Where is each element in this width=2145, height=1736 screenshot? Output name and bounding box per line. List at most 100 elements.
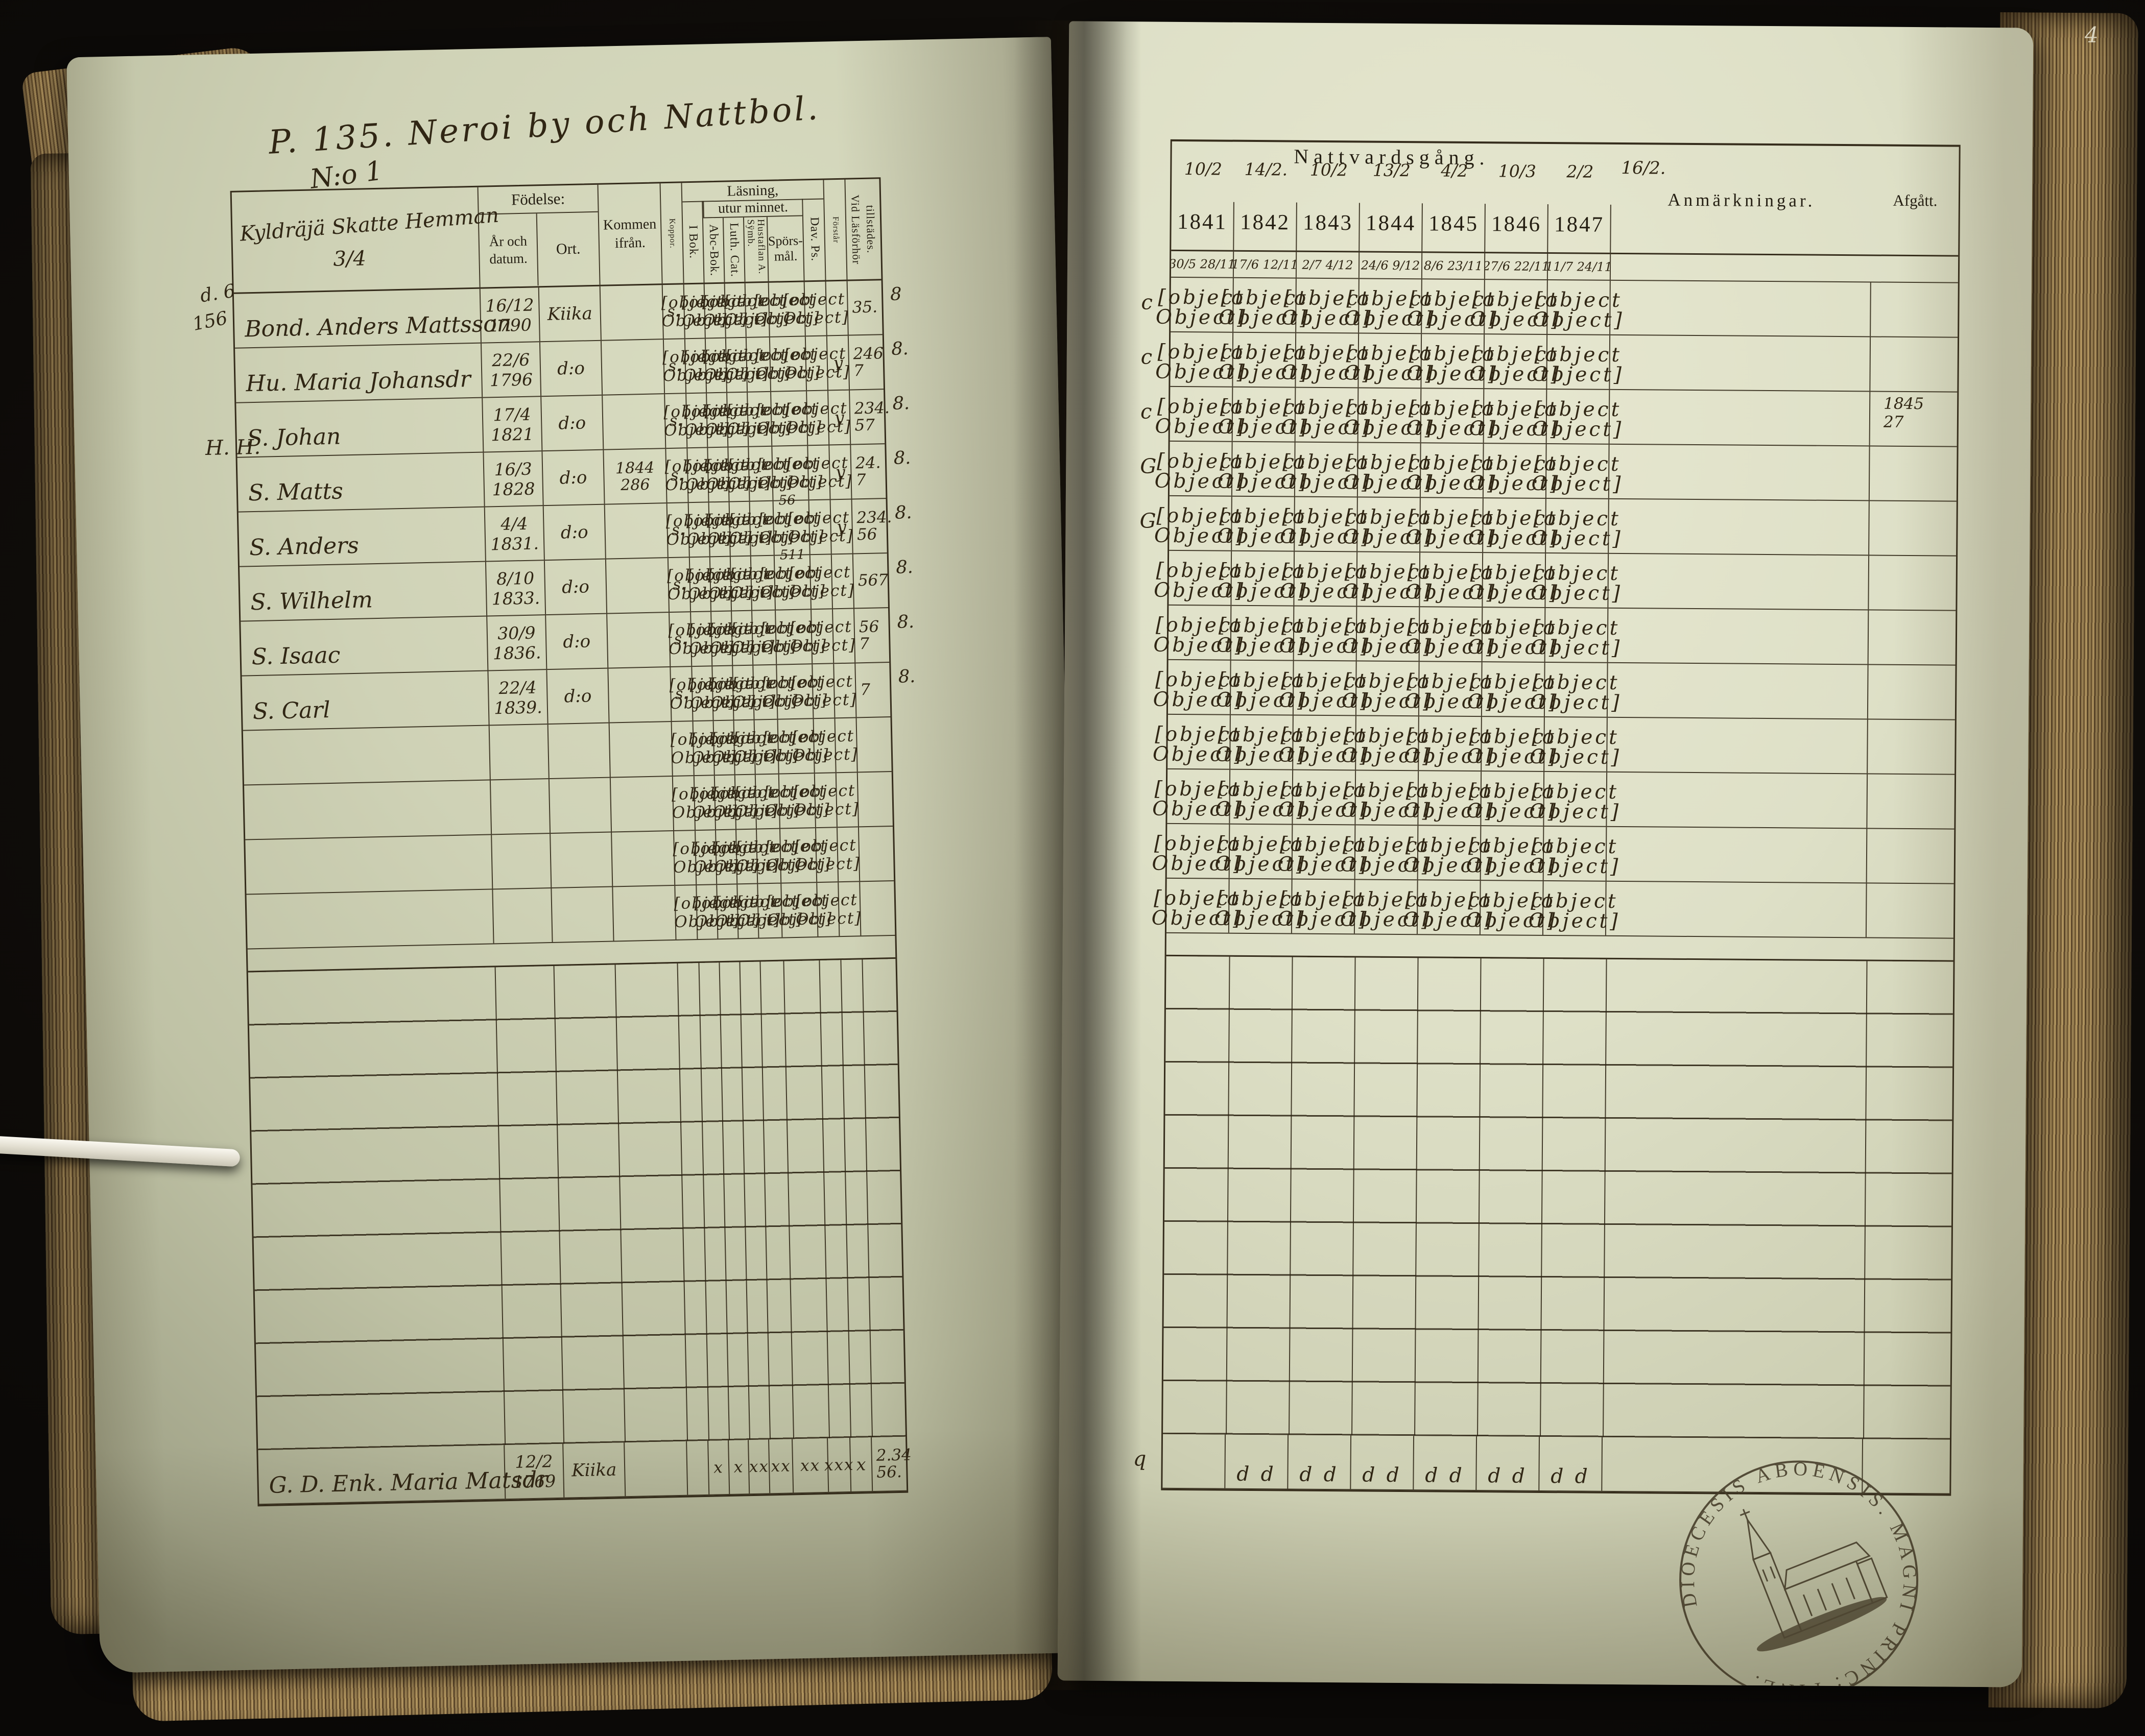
departed-value bbox=[1868, 665, 1956, 719]
memory-label: utur minnet. bbox=[703, 199, 803, 219]
communion-mark: [object Object] bbox=[1529, 826, 1620, 881]
gutter-mark: q bbox=[1133, 1447, 1147, 1471]
communion-row: [object Object] [object Object] [object Ob… bbox=[1154, 550, 1957, 611]
birth-place: d:o bbox=[542, 450, 605, 505]
birth-date: 16/3 1828 bbox=[484, 451, 544, 507]
birth-date bbox=[490, 779, 551, 834]
attendance-header-cell: Vid Läsförhör tillstädes. bbox=[845, 179, 881, 279]
departed-value: 1845 27 bbox=[1883, 394, 1924, 431]
attendance-line1: 567 bbox=[857, 571, 889, 590]
year-date-pair: 2/7 4/12 bbox=[1296, 252, 1360, 278]
person-name bbox=[244, 780, 492, 839]
departed-value bbox=[1869, 556, 1956, 610]
col-hust-label: Hustaflan A. Sÿmb. bbox=[745, 219, 768, 275]
birth-place: d:o bbox=[544, 559, 608, 615]
attendance-line1: 56 7 bbox=[859, 617, 879, 653]
person-name bbox=[243, 726, 491, 785]
understands-mark bbox=[831, 554, 854, 609]
departed-value bbox=[1868, 719, 1955, 774]
attendance-numbers bbox=[857, 717, 892, 771]
communion-row: [object Object] [object Object] [object Ob… bbox=[1153, 660, 1956, 720]
communion-table-header: Nattvardsgång. 10/2 14/2. 10/2 13/2 4/2 10/3 2… bbox=[1171, 141, 1959, 257]
gutter-mark: c bbox=[1140, 400, 1152, 424]
communion-mark: d d bbox=[1225, 1434, 1289, 1489]
understands-mark bbox=[826, 281, 849, 335]
communion-row: c [object Object] [object Object] [object … bbox=[1141, 332, 1958, 393]
departed-label: Afgått. bbox=[1893, 191, 1938, 210]
church-illustration bbox=[1739, 1509, 1888, 1652]
household-header-cell: Kyldräjä Skatte Hemman 3/4 bbox=[231, 187, 499, 293]
small-note: 511 bbox=[779, 547, 805, 563]
communion-table: Nattvardsgång. 10/2 14/2. 10/2 13/2 4/2 10/3 2… bbox=[1133, 139, 1961, 1496]
communion-mark: [object Object] bbox=[1530, 662, 1622, 717]
remark-cell bbox=[1606, 827, 1868, 883]
year-date-pair: 17/6 12/11 bbox=[1233, 251, 1297, 278]
come-from-value bbox=[607, 613, 671, 668]
reading-marks: [object Object] [object Object] [object Ob… bbox=[665, 500, 854, 557]
attendance-line2: 56 bbox=[856, 525, 877, 544]
birth-place bbox=[552, 887, 614, 942]
attendance-line1: 35. bbox=[852, 298, 878, 317]
remark-cell bbox=[1609, 390, 1871, 446]
communion-cells: [object Object] [object Object] [object Ob… bbox=[1154, 550, 1623, 608]
corner-page-number: 4 bbox=[2085, 22, 2099, 47]
communion-mark: [object Object] bbox=[1533, 280, 1625, 334]
col-ibok-label: I Bok. bbox=[686, 225, 701, 259]
reading-mark: xx bbox=[749, 1439, 771, 1494]
year-date-pair: 8/6 23/11 bbox=[1422, 253, 1486, 279]
right-page: Nattvardsgång. 10/2 14/2. 10/2 13/2 4/2 10/3 2… bbox=[1057, 21, 2034, 1687]
understands-mark bbox=[839, 882, 862, 936]
communion-mark: [object Object] bbox=[1531, 553, 1623, 608]
estate-fraction: 3/4 bbox=[332, 247, 367, 271]
communion-mark: d d bbox=[1351, 1435, 1415, 1490]
birth-place: d:o bbox=[547, 668, 610, 724]
remark-cell bbox=[1608, 608, 1869, 664]
reading-marks: [object Object] [object Object] [object Ob… bbox=[662, 336, 851, 393]
margin-eight-mark: 8. bbox=[891, 339, 909, 359]
birth-date: 16/12 1790 bbox=[480, 287, 540, 343]
smallpox-mark bbox=[687, 1440, 710, 1495]
birth-date bbox=[489, 725, 550, 780]
communion-cells: [object Object] [object Object] [object Ob… bbox=[1155, 387, 1624, 444]
pairs-filler bbox=[1611, 254, 1958, 282]
reading-mark: [object Object] bbox=[786, 453, 853, 492]
communion-cells: [object Object] [object Object] [object Ob… bbox=[1154, 496, 1623, 553]
reading-marks: x x xx xx xx xxx bbox=[708, 1437, 854, 1494]
reading-mark: [object Object] bbox=[793, 781, 860, 819]
communion-top-dates: 10/2 14/2. 10/2 13/2 4/2 10/3 2/2 bbox=[1172, 159, 1611, 182]
attendance-line1: 24. bbox=[855, 453, 881, 473]
reading-mark: [object Object] bbox=[784, 399, 852, 437]
communion-cells: [object Object] [object Object] [object Ob… bbox=[1152, 769, 1621, 826]
communion-cells: [object Object] [object Object] [object Ob… bbox=[1153, 660, 1622, 717]
year-label: 1845 bbox=[1422, 203, 1486, 252]
birth-date bbox=[493, 888, 553, 944]
year-label: 1843 bbox=[1297, 202, 1360, 251]
birth-place: Kiika bbox=[563, 1442, 626, 1498]
col-abc-label: Abc-Bok. bbox=[706, 224, 721, 277]
margin-eight-mark: 8 bbox=[890, 284, 902, 305]
communion-date: 4/2 bbox=[1441, 160, 1468, 181]
attendance-label-1: Vid Läsförhör bbox=[849, 194, 863, 264]
birth-date: 22/4 1839. bbox=[488, 670, 549, 725]
col-dav: Dav. Ps. bbox=[803, 199, 826, 281]
reading-marks: [object Object] [object Object] [object Ob… bbox=[669, 664, 857, 721]
gutter-mark: c bbox=[1141, 291, 1153, 315]
birth-place: Kiika bbox=[539, 286, 602, 342]
communion-row: [object Object] [object Object] [object Ob… bbox=[1152, 769, 1955, 830]
attendance-label-2: tillstädes. bbox=[864, 205, 878, 254]
year-label: 1847 bbox=[1548, 204, 1611, 253]
extra-date: 16/2. bbox=[1621, 158, 1666, 179]
year-date-pair: 24/6 9/12 bbox=[1359, 252, 1423, 279]
person-name: Bond. Anders Mattsson bbox=[233, 288, 512, 348]
communion-mark: [object Object] bbox=[1529, 881, 1620, 935]
reading-mark: x bbox=[708, 1440, 730, 1494]
attendance-numbers bbox=[858, 772, 893, 826]
attendance-numbers: 234. 57 bbox=[850, 390, 890, 444]
col-ibok: I Bok. bbox=[682, 201, 705, 283]
margin-eight-mark: 8. bbox=[895, 557, 914, 578]
reading-mark: [object Object] bbox=[783, 344, 851, 382]
person-name bbox=[245, 835, 493, 894]
communion-cells: [object Object] [object Object] [object Ob… bbox=[1152, 878, 1620, 935]
margin-eight-mark: 8. bbox=[894, 502, 912, 523]
